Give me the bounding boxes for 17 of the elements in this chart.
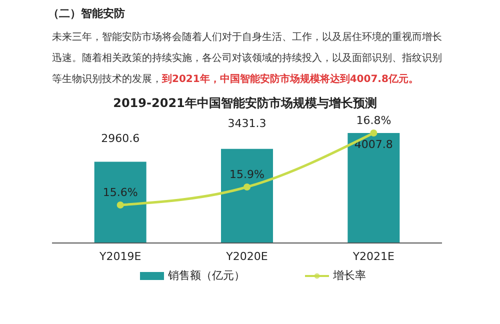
x-tick-label: Y2020E (225, 250, 268, 263)
text: 到2021年，中国智能安防市场规模将达到4007.8亿元。 (161, 73, 418, 85)
text: 等生物识别技术的发展， (52, 73, 162, 85)
data-label: 16.8% (356, 114, 392, 127)
text: 迅速。随着相关政策的持续实施，各公司对该领域的持续投入，以及面部识别、指纹识别 (52, 52, 442, 64)
legend-label: 销售额（亿元） (167, 269, 245, 282)
data-label: 3431.3 (228, 117, 266, 130)
chart-title: 2019-2021年中国智能安防市场规模与增长预测 (113, 96, 377, 110)
text: 未来三年，智能安防市场将会随着人们对于自身生活、工作，以及居住环境的重视而增长 (52, 31, 442, 43)
legend-label: 增长率 (332, 269, 366, 282)
text: （二）智能安防 (48, 7, 125, 20)
data-label: 2960.6 (101, 132, 140, 146)
data-label: 15.6% (102, 186, 138, 199)
data-label: 4007.8 (354, 138, 393, 151)
x-tick-label: Y2019E (98, 250, 142, 263)
x-tick-label: Y2021E (352, 250, 395, 263)
data-label: 15.9% (230, 168, 264, 181)
